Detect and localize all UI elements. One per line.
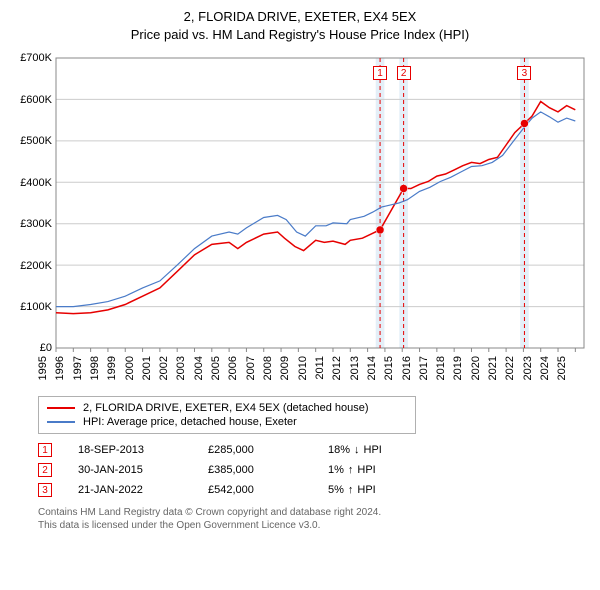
x-tick-label: 2025 [556, 356, 594, 380]
legend-label: HPI: Average price, detached house, Exet… [83, 416, 297, 428]
event-marker-box: 2 [397, 66, 411, 80]
footer-line2: This data is licensed under the Open Gov… [38, 519, 592, 532]
event-number-box: 1 [38, 443, 52, 457]
legend-label: 2, FLORIDA DRIVE, EXETER, EX4 5EX (detac… [83, 402, 369, 414]
event-row: 3 21-JAN-2022£542,0005% HPI [38, 480, 558, 500]
y-tick-label: £700K [20, 52, 52, 64]
chart-title-block: 2, FLORIDA DRIVE, EXETER, EX4 5EX Price … [8, 8, 592, 44]
title-line2: Price paid vs. HM Land Registry's House … [8, 26, 592, 44]
y-tick-label: £300K [20, 218, 52, 230]
event-diff: 1% HPI [328, 464, 376, 476]
event-row: 2 30-JAN-2015£385,0001% HPI [38, 460, 558, 480]
event-date: 30-JAN-2015 [78, 464, 208, 476]
event-price: £285,000 [208, 444, 328, 456]
y-tick-label: £100K [20, 301, 52, 313]
y-tick-label: £600K [20, 94, 52, 106]
legend-item: 2, FLORIDA DRIVE, EXETER, EX4 5EX (detac… [47, 401, 407, 415]
arrow-down-icon [354, 444, 360, 456]
event-diff: 18% HPI [328, 444, 382, 456]
arrow-up-icon [348, 484, 354, 496]
legend-swatch [47, 421, 75, 423]
event-date: 18-SEP-2013 [78, 444, 208, 456]
event-diff-pct: 1% [328, 464, 344, 476]
legend-item: HPI: Average price, detached house, Exet… [47, 415, 407, 429]
footer-line1: Contains HM Land Registry data © Crown c… [38, 506, 592, 519]
y-tick-label: £500K [20, 135, 52, 147]
title-line1: 2, FLORIDA DRIVE, EXETER, EX4 5EX [8, 8, 592, 26]
y-tick-label: £200K [20, 260, 52, 272]
chart-svg [8, 48, 592, 388]
event-diff: 5% HPI [328, 484, 376, 496]
legend-box: 2, FLORIDA DRIVE, EXETER, EX4 5EX (detac… [38, 396, 416, 434]
event-date: 21-JAN-2022 [78, 484, 208, 496]
y-tick-label: £0 [40, 342, 52, 354]
event-number-box: 3 [38, 483, 52, 497]
event-diff-suffix: HPI [357, 464, 375, 476]
event-diff-pct: 5% [328, 484, 344, 496]
event-diff-pct: 18% [328, 444, 350, 456]
event-number-box: 2 [38, 463, 52, 477]
event-price: £385,000 [208, 464, 328, 476]
event-row: 1 18-SEP-2013£285,00018% HPI [38, 440, 558, 460]
legend-swatch [47, 407, 75, 409]
event-price: £542,000 [208, 484, 328, 496]
footer-attribution: Contains HM Land Registry data © Crown c… [38, 506, 592, 532]
arrow-up-icon [348, 464, 354, 476]
event-marker-box: 3 [517, 66, 531, 80]
y-tick-label: £400K [20, 177, 52, 189]
event-diff-suffix: HPI [364, 444, 382, 456]
event-marker-box: 1 [373, 66, 387, 80]
chart-area: £0£100K£200K£300K£400K£500K£600K£700K199… [8, 48, 592, 388]
events-table: 1 18-SEP-2013£285,00018% HPI 2 30-JAN-2015£3… [38, 440, 558, 500]
event-diff-suffix: HPI [357, 484, 375, 496]
